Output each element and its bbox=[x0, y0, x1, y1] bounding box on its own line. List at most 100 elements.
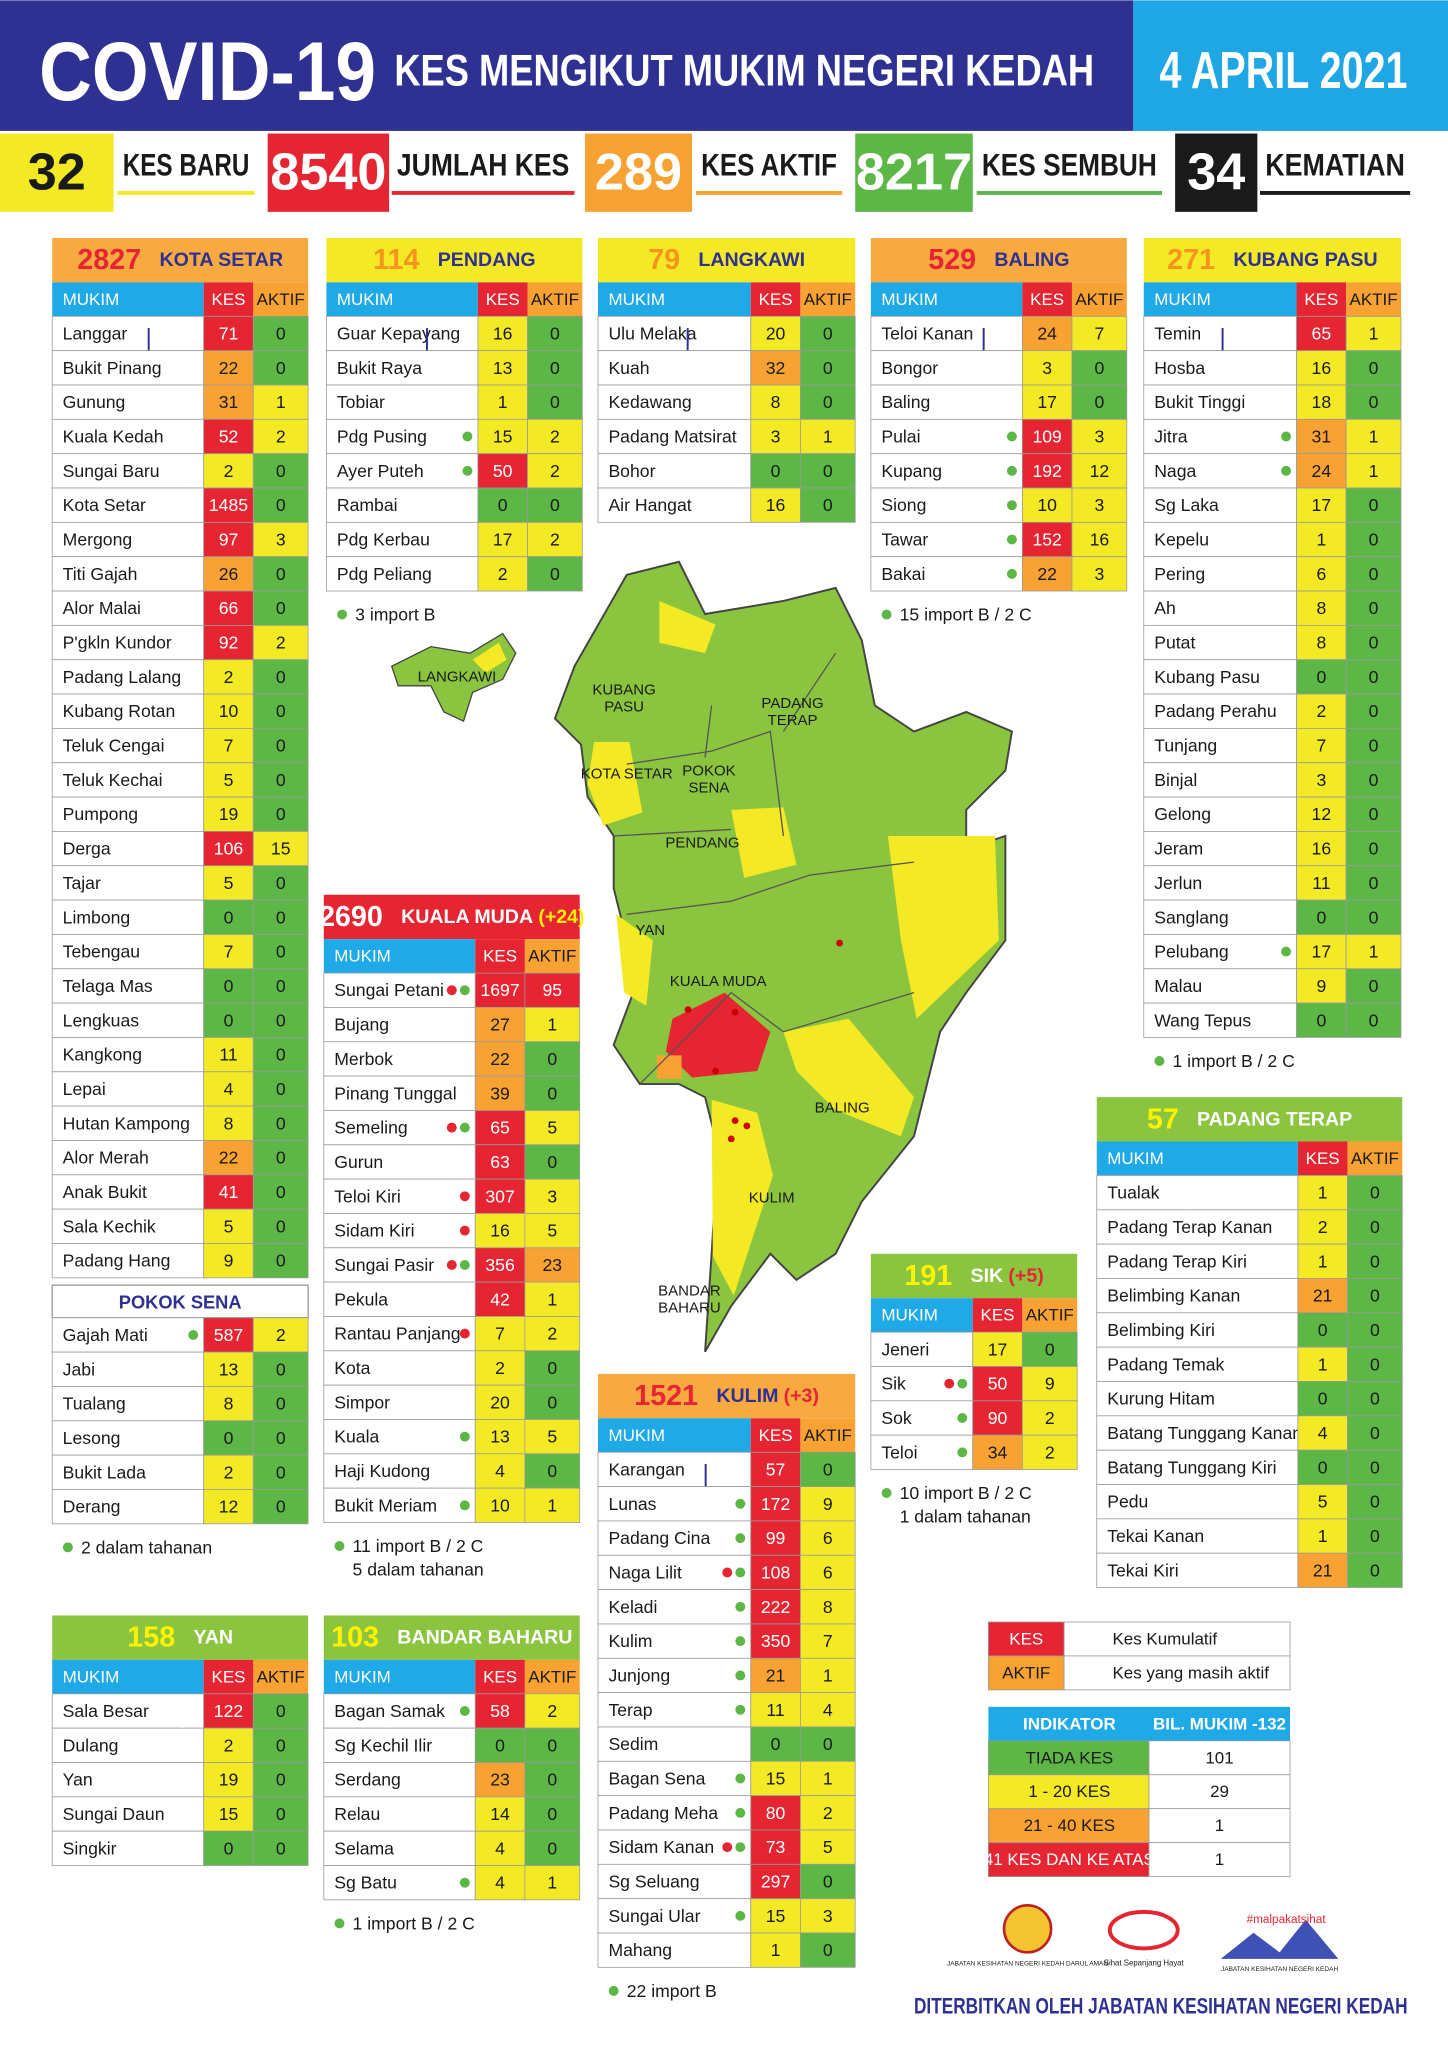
aktif-value: 0 bbox=[547, 1152, 557, 1172]
kes-cell bbox=[203, 899, 254, 935]
kes-value: 10 bbox=[490, 1495, 510, 1515]
kes-value: 0 bbox=[498, 495, 508, 515]
aktif-value: 0 bbox=[1369, 564, 1379, 584]
kes-cell bbox=[1296, 762, 1347, 798]
aktif-value: 0 bbox=[1370, 1389, 1380, 1409]
aktif-cell bbox=[527, 315, 583, 352]
aktif-cell bbox=[1345, 418, 1402, 455]
mukim-name: Rambai bbox=[337, 495, 398, 515]
kes-value: 8 bbox=[1316, 598, 1326, 618]
kes-cell bbox=[750, 1898, 801, 1934]
indicator-label: 1 - 20 KES bbox=[1028, 1782, 1110, 1801]
column-header bbox=[1096, 1141, 1298, 1176]
aktif-cell bbox=[1345, 1002, 1402, 1038]
district-name: KUBANG PASU bbox=[1233, 249, 1377, 271]
status-dot bbox=[735, 1807, 746, 1818]
mukim-name: Hosba bbox=[1154, 358, 1205, 378]
kes-cell bbox=[203, 1140, 254, 1176]
kes-value: 1 bbox=[1318, 1251, 1328, 1271]
kes-value: 0 bbox=[224, 976, 234, 996]
kes-cell bbox=[1021, 487, 1073, 523]
aktif-value: 0 bbox=[1370, 1217, 1380, 1237]
map: LANGKAWI KUBANG PASU PADANG TERAP KOTA SETAR P… bbox=[390, 560, 1013, 1353]
mukim-name: Tualang bbox=[63, 1394, 126, 1414]
column-label: AKTIF bbox=[257, 290, 305, 309]
mukim-cell bbox=[1143, 384, 1297, 420]
column-label: KES bbox=[1306, 1149, 1340, 1168]
note: 10 import B / 2 C bbox=[900, 1483, 1032, 1503]
kes-cell bbox=[474, 1007, 526, 1043]
district-header bbox=[598, 1373, 856, 1419]
aktif-cell bbox=[252, 384, 309, 420]
mukim-cell bbox=[1096, 1518, 1299, 1554]
kes-value: 4 bbox=[1318, 1423, 1328, 1443]
stat-box bbox=[584, 133, 693, 212]
kes-value: 6 bbox=[1316, 564, 1326, 584]
mukim-name: Gelong bbox=[1154, 804, 1211, 824]
aktif-cell bbox=[252, 1762, 309, 1798]
aktif-cell bbox=[1347, 1484, 1403, 1520]
kes-cell bbox=[1296, 934, 1347, 970]
mukim-name: Gurun bbox=[334, 1152, 383, 1172]
mukim-cell bbox=[51, 796, 205, 832]
mukim-cell bbox=[51, 1386, 205, 1422]
aktif-value: 0 bbox=[550, 392, 560, 412]
aktif-value: 7 bbox=[1094, 323, 1104, 343]
indicator-count-cell bbox=[1148, 1842, 1291, 1878]
aktif-value: 5 bbox=[547, 1427, 557, 1447]
kes-cell bbox=[750, 1554, 801, 1591]
kes-value: 17 bbox=[1312, 495, 1332, 515]
district-name: PENDANG bbox=[438, 249, 536, 271]
separator bbox=[389, 984, 392, 1008]
status-dot bbox=[459, 1500, 470, 1511]
aktif-cell bbox=[799, 384, 856, 420]
aktif-value: 0 bbox=[276, 976, 286, 996]
kes-cell bbox=[203, 1796, 254, 1832]
status-dot bbox=[735, 1910, 746, 1921]
mukim-name: Tualak bbox=[1107, 1183, 1159, 1203]
mukim-name: Tobiar bbox=[337, 392, 385, 412]
mukim-name: Pering bbox=[1154, 564, 1205, 584]
status-dot bbox=[1006, 465, 1017, 476]
mukim-name: Sok bbox=[881, 1408, 912, 1428]
district-header bbox=[1096, 1097, 1403, 1142]
kes-value: 20 bbox=[766, 323, 786, 343]
kes-value: 2 bbox=[1318, 1217, 1328, 1237]
aktif-value: 0 bbox=[276, 1216, 286, 1236]
aktif-cell bbox=[252, 1489, 309, 1525]
mukim-cell bbox=[1143, 728, 1297, 764]
aktif-value: 0 bbox=[547, 1838, 557, 1858]
mukim-name: Padang Terap Kanan bbox=[1107, 1217, 1272, 1237]
aktif-cell bbox=[1345, 590, 1402, 626]
map-label: YAN bbox=[635, 921, 665, 938]
district-header bbox=[323, 1615, 580, 1660]
mukim-name: Simpor bbox=[334, 1392, 390, 1412]
district-title: 103 BANDAR BAHARU bbox=[331, 1622, 572, 1654]
aktif-value: 1 bbox=[547, 1495, 557, 1515]
map-region bbox=[656, 1055, 682, 1079]
mukim-name: Derang bbox=[63, 1497, 121, 1517]
mukim-cell bbox=[597, 350, 752, 386]
mukim-cell bbox=[597, 1932, 752, 1968]
mukim-cell bbox=[870, 1434, 974, 1470]
district-name: KULIM bbox=[716, 1385, 778, 1407]
kes-value: 13 bbox=[490, 1427, 510, 1447]
mukim-name: Padang Cina bbox=[608, 1528, 710, 1548]
column-header bbox=[1022, 1298, 1078, 1333]
mukim-cell bbox=[870, 350, 1023, 386]
aktif-value: 1 bbox=[276, 392, 286, 412]
column-header bbox=[750, 282, 801, 317]
aktif-value: 1 bbox=[547, 1873, 557, 1893]
kes-value: 4 bbox=[495, 1838, 505, 1858]
aktif-value: 0 bbox=[276, 598, 286, 618]
kes-value: 21 bbox=[1313, 1286, 1333, 1306]
mukim-cell bbox=[1143, 521, 1297, 558]
map-label-line: BALING bbox=[815, 1099, 870, 1116]
aktif-value: 0 bbox=[1370, 1320, 1380, 1340]
aktif-value: 3 bbox=[276, 530, 286, 550]
kes-value: 4 bbox=[224, 1079, 234, 1099]
mukim-cell bbox=[51, 1140, 205, 1176]
kes-value: 7 bbox=[495, 1324, 505, 1344]
kes-cell bbox=[203, 1243, 254, 1279]
date-band bbox=[1133, 0, 1448, 131]
